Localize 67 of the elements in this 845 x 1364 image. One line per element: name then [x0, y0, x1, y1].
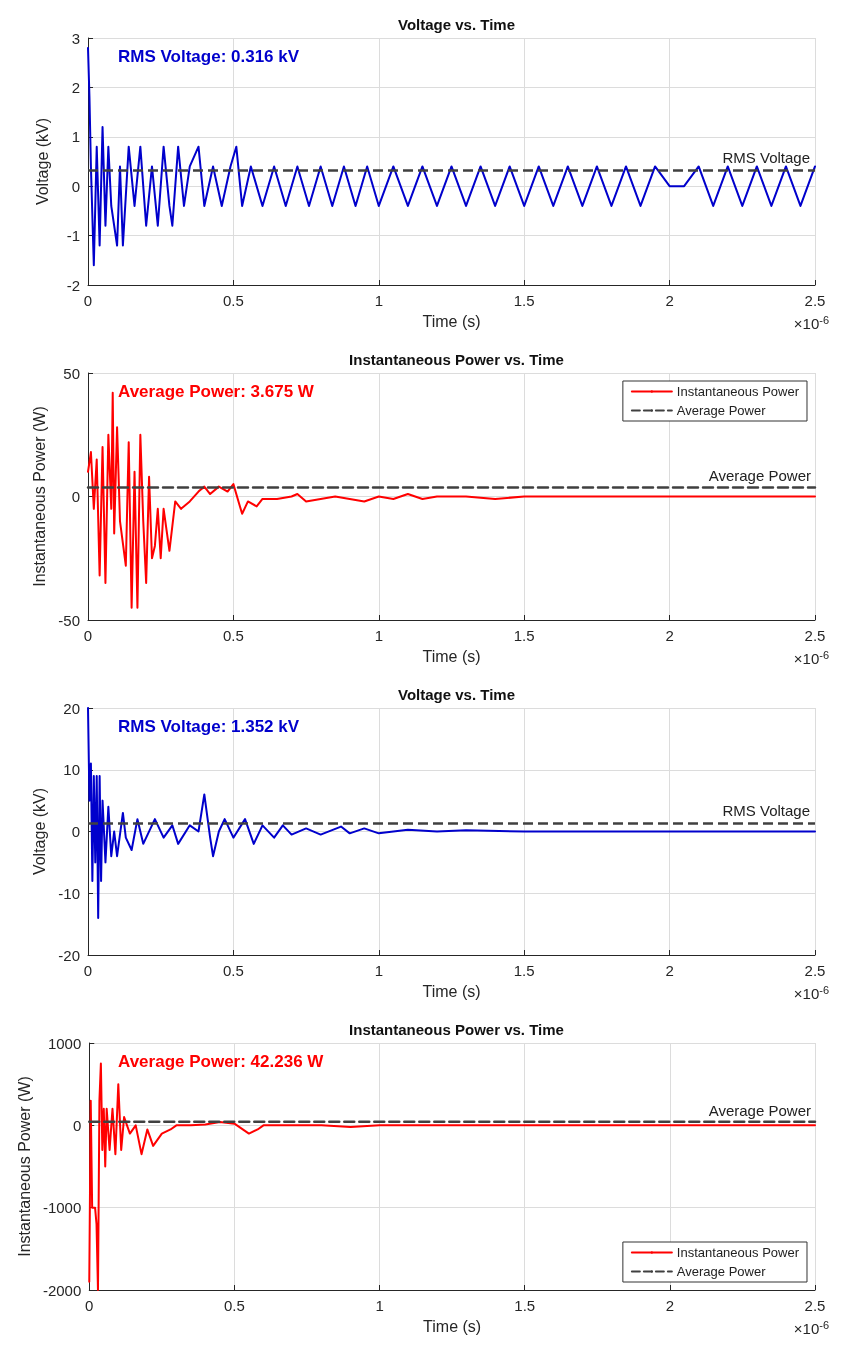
y-tick-label: 50: [63, 364, 80, 382]
x-tick-label: 2: [665, 962, 674, 979]
y-tick-label: -2: [66, 276, 80, 294]
x-axis-title: Time (s): [422, 647, 481, 665]
legend-label: Average Power: [676, 1264, 767, 1279]
x-tick-label: 0: [83, 627, 93, 644]
x-axis-title: Time (s): [422, 982, 481, 1000]
annotation: RMS Voltage: 0.316 kV: [118, 47, 300, 66]
x-tick-label: 2.5: [804, 1297, 826, 1314]
x-tick-label: 2.5: [804, 627, 826, 644]
x-tick-label: 1: [375, 1297, 384, 1314]
x-axis-title: Time (s): [422, 312, 481, 330]
ref-line-label: RMS Voltage: [722, 149, 810, 167]
y-tick-label: 1000: [47, 1034, 82, 1052]
y-tick-label: -10: [58, 884, 80, 902]
y-tick-label: 0: [72, 1116, 82, 1134]
x-tick-label: 1.5: [513, 962, 535, 979]
x-tick-label: 1.5: [513, 292, 535, 309]
x-tick-label: 0.5: [222, 292, 244, 309]
y-tick-label: 0: [71, 177, 80, 195]
x-tick-label: 2: [665, 627, 674, 644]
y-axis-title: Voltage (kV): [30, 787, 48, 876]
chart-title: Instantaneous Power vs. Time: [349, 351, 564, 368]
y-axis-title: Instantaneous Power (W): [15, 1076, 33, 1257]
chart-title: Instantaneous Power vs. Time: [349, 1021, 564, 1038]
y-tick-label: 1: [71, 128, 80, 146]
x-tick-label: 0.5: [222, 627, 244, 644]
annotation: Average Power: [708, 467, 811, 485]
x-tick-label: 2: [665, 1297, 675, 1314]
x-tick-label: 1.5: [514, 1297, 536, 1314]
x-tick-label: 2.5: [804, 292, 826, 309]
y-tick-label: -2000: [42, 1281, 82, 1299]
ref-line-label: RMS Voltage: [722, 802, 810, 820]
y-axis-title: Voltage (kV): [33, 117, 51, 206]
legend-label: Average Power: [676, 403, 767, 418]
legend-label: Instantaneous Power: [676, 384, 800, 399]
chart-title: Voltage vs. Time: [398, 16, 515, 33]
x-axis-title: Time (s): [423, 1317, 482, 1335]
x-tick-label: 0: [85, 1297, 94, 1314]
y-tick-label: 0: [71, 823, 80, 840]
chart-title: Voltage vs. Time: [398, 686, 515, 703]
annotation: Average Power: [708, 1101, 811, 1119]
y-tick-label: 10: [63, 761, 80, 779]
x-tick-label: 0.5: [222, 962, 244, 979]
x-tick-label: 1: [374, 627, 383, 644]
x-tick-label: 1: [374, 962, 383, 979]
y-tick-label: 3: [71, 29, 80, 47]
y-tick-label: 20: [63, 699, 80, 717]
y-axis-title: Instantaneous Power (W): [30, 406, 48, 587]
x-tick-label: 2.5: [804, 962, 826, 979]
x-tick-label: 1.5: [513, 627, 535, 644]
line-series: [87, 46, 816, 267]
x-tick-label: 0: [83, 962, 93, 979]
y-tick-label: -50: [58, 611, 80, 629]
x-tick-label: 2: [665, 292, 674, 309]
y-tick-label: 2: [71, 78, 80, 96]
x-tick-label: 0.5: [223, 1297, 245, 1314]
legend-label: Instantaneous Power: [676, 1245, 800, 1260]
annotation: RMS Voltage: 1.352 kV: [118, 717, 300, 736]
y-tick-label: -20: [58, 946, 80, 964]
x-tick-label: 1: [374, 292, 383, 309]
annotation: Average Power: 42.236 W: [118, 1052, 325, 1071]
y-tick-label: 0: [71, 488, 80, 505]
y-tick-label: -1000: [42, 1199, 82, 1217]
annotation: Average Power: 3.675 W: [118, 382, 315, 401]
x-tick-label: 0: [83, 292, 93, 309]
y-tick-label: -1: [66, 227, 80, 245]
